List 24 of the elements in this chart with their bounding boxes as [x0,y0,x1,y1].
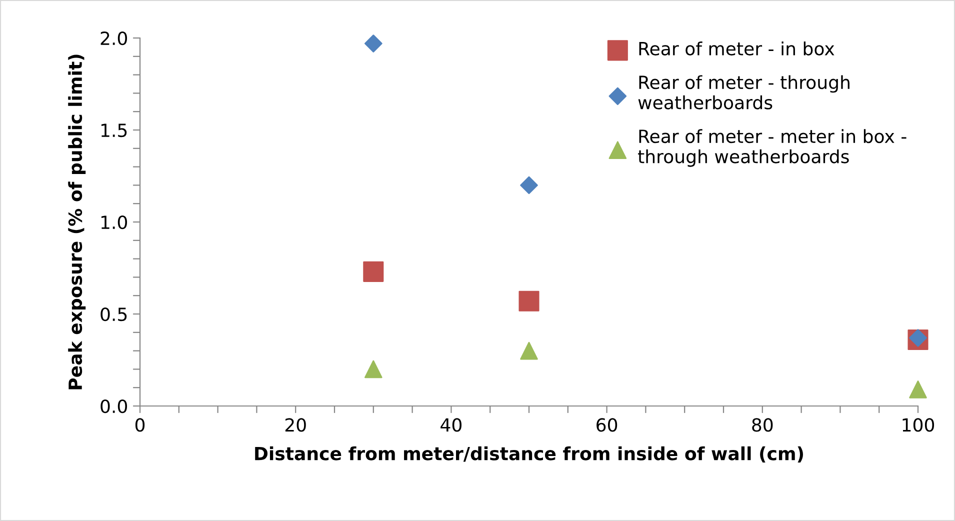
y-tick-label: 2.0 [100,31,127,46]
legend-label: Rear of meter - in box [639,41,834,56]
x-tick-label: 0 [135,418,145,432]
point [520,176,538,194]
x-axis-title: Distance from meter/distance from inside of wall (cm) [255,446,803,462]
legend-label: Rear of meter - meter in box - through weatherboards [638,129,906,167]
point [909,329,927,347]
point [909,380,927,398]
x-tick-label: 100 [902,418,934,432]
point [363,261,384,282]
x-tick-label: 20 [285,418,306,432]
point [518,290,540,312]
y-tick-label: 0.5 [100,307,127,322]
y-tick-label: 0.0 [100,399,127,414]
point [364,34,382,52]
point [520,342,538,360]
x-tick-label: 80 [752,418,773,432]
y-axis-title: Peak exposure (% of public limit) [68,54,86,390]
y-tick-label: 1.5 [101,124,127,138]
legend-label: Rear of meter - through weatherboards [638,75,850,110]
x-tick-label: 60 [596,418,618,432]
y-tick-label: 1.0 [101,215,127,230]
x-tick-label: 40 [440,418,462,432]
point [364,360,382,378]
